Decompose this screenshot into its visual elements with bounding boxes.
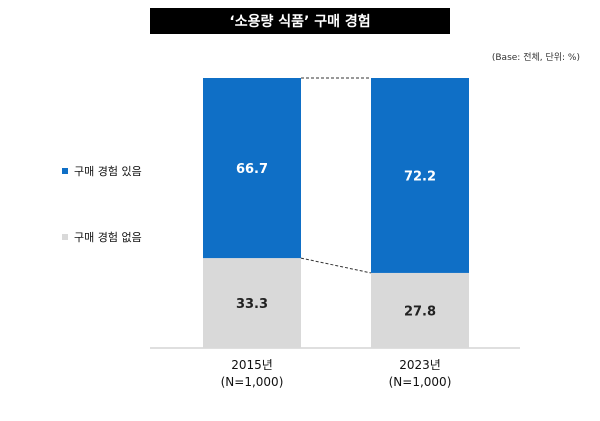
legend-swatch-purchased — [62, 168, 68, 174]
base-note: (Base: 전체, 단위: %) — [491, 53, 580, 63]
data-label: 72.2 — [404, 169, 436, 184]
bar-segment-not-purchased — [203, 258, 301, 348]
x-category-n: (N=1,000) — [388, 375, 452, 389]
legend-item-not-purchased: 구매 경험 없음 — [62, 229, 142, 245]
legend-label-not-purchased: 구매 경험 없음 — [74, 231, 142, 244]
x-category-2015: 2015년 (N=1,000) — [182, 357, 322, 391]
connector-boundary — [300, 257, 372, 274]
data-label: 66.7 — [236, 162, 268, 177]
x-category-year: 2015년 — [231, 358, 273, 372]
x-category-n: (N=1,000) — [220, 375, 284, 389]
bar-segment-purchased — [371, 78, 469, 273]
bar-segment-not-purchased — [371, 272, 469, 348]
legend-label-purchased: 구매 경험 있음 — [74, 165, 142, 178]
x-category-year: 2023년 — [399, 358, 441, 372]
data-label: 33.3 — [236, 297, 268, 312]
chart-title: ‘소용량 식품’ 구매 경험 — [150, 8, 450, 34]
legend-swatch-not-purchased — [62, 234, 68, 240]
bar-segment-purchased — [203, 78, 301, 259]
x-category-2023: 2023년 (N=1,000) — [350, 357, 490, 391]
data-label: 27.8 — [404, 304, 436, 319]
legend-item-purchased: 구매 경험 있음 — [62, 163, 142, 179]
